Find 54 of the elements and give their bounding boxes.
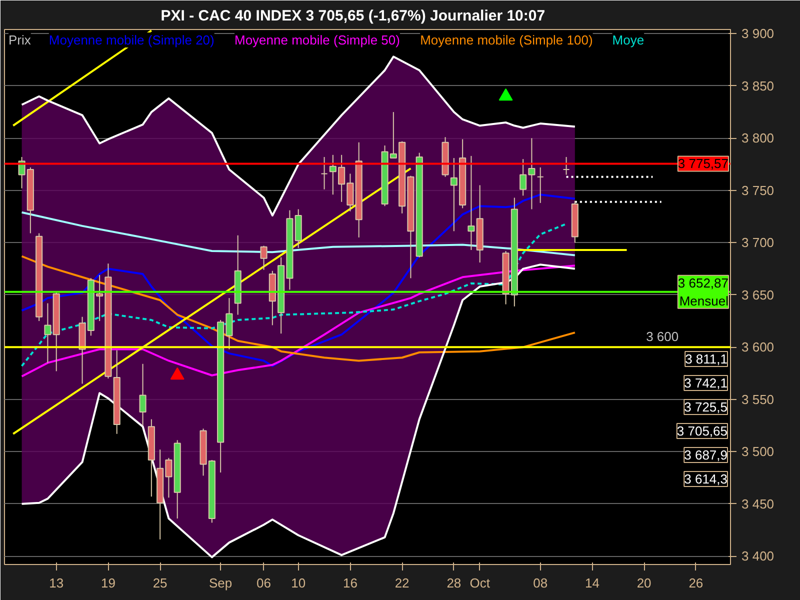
x-tick-label: 19: [100, 576, 116, 590]
candlestick: [562, 156, 570, 176]
x-tick-label: 20: [636, 576, 652, 590]
text: Moyenne mobile (Simple 100): [420, 32, 593, 48]
line-series: [20, 264, 576, 378]
x-tick-label: 10: [291, 576, 306, 590]
line-series: [20, 56, 576, 216]
candlestick: [468, 155, 475, 250]
annotation: 3 725,5: [684, 400, 728, 414]
text: Prix: [8, 32, 32, 48]
annotation: 3 614,3: [684, 472, 728, 486]
x-tick-label: 28: [446, 576, 462, 590]
annotation: 3 705,65: [676, 424, 728, 438]
line-series: [20, 255, 576, 362]
candlestick: [320, 156, 328, 190]
line-series: [20, 264, 576, 558]
y-tick-label: 3 600: [742, 340, 774, 355]
y-tick-label: 3 900: [742, 26, 774, 42]
line-series: [20, 211, 576, 256]
x-tick-label: 06: [256, 576, 272, 590]
ref-line-label: 3 652,87 Mensuel: [678, 275, 729, 308]
annotation: 3 811,1: [685, 352, 728, 366]
line-series: [20, 194, 576, 367]
x-tick-label: 22: [394, 576, 410, 590]
candlestick: [139, 363, 146, 426]
annotation: 3 742,1: [684, 376, 728, 390]
y-tick-label: 3 700: [742, 235, 774, 250]
y-tick-label: 3 650: [742, 287, 774, 302]
y-tick-label: 3 800: [742, 130, 774, 146]
y-tick-label: 3 500: [742, 444, 774, 460]
text: Moyenne mobile (Simple 20): [48, 32, 214, 48]
candlestick: [536, 166, 544, 204]
x-tick-label: 25: [152, 576, 168, 590]
text: Moyenne mobile (Simple 50): [234, 32, 400, 48]
x-tick-label: Sep: [209, 576, 232, 590]
x-tick-label: 26: [688, 576, 704, 590]
annotation: 3 687,9: [684, 448, 728, 462]
annotation: 3 600: [646, 329, 679, 344]
candlestick: [260, 245, 268, 270]
candlestick: [44, 302, 52, 364]
x-tick-label: 14: [584, 576, 600, 590]
x-tick-label: 08: [533, 576, 548, 590]
chart-title: PXI - CAC 40 INDEX 3 705,65 (-1,67%) Journalier 10:07: [160, 8, 546, 24]
text: Moye: [612, 32, 644, 48]
y-tick-label: 3 750: [742, 182, 774, 198]
x-tick-label: 16: [342, 576, 358, 590]
x-tick-label: 13: [49, 576, 64, 590]
y-tick-label: 3 450: [742, 496, 774, 512]
y-tick-label: 3 550: [742, 392, 774, 407]
ref-line-label: 3 775,57: [678, 156, 729, 172]
x-tick-label: Oct: [470, 576, 490, 590]
y-tick-label: 3 400: [742, 548, 774, 564]
y-tick-label: 3 850: [742, 78, 774, 94]
line-series: [20, 222, 568, 367]
